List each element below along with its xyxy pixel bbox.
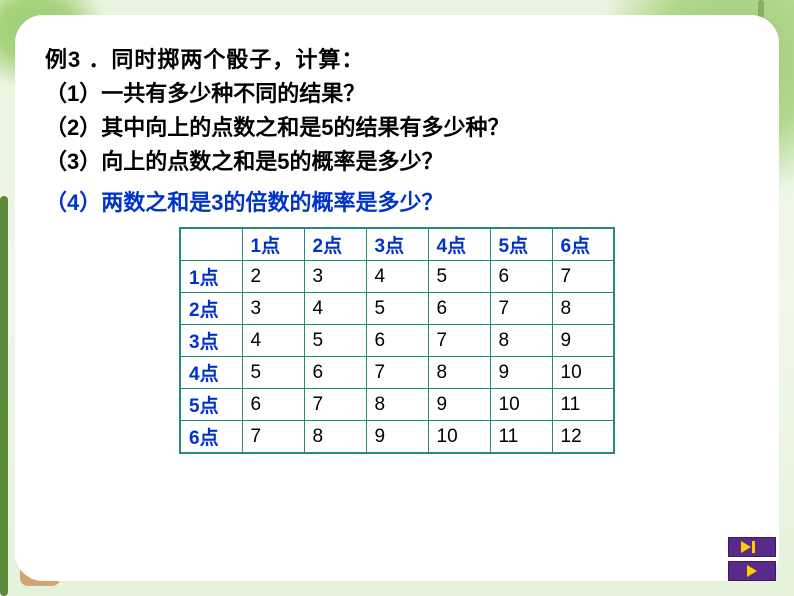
table-row-header: 2点 (180, 293, 242, 325)
table-cell: 5 (366, 293, 428, 325)
table-cell: 4 (242, 325, 304, 357)
table-row: 4点5678910 (180, 357, 614, 389)
arrow-next-icon (747, 565, 757, 577)
last-slide-button[interactable] (728, 537, 776, 557)
table-cell: 8 (490, 325, 552, 357)
table-row-header: 4点 (180, 357, 242, 389)
table-col-header: 3点 (366, 228, 428, 261)
table-cell: 6 (304, 357, 366, 389)
table-row: 5点67891011 (180, 389, 614, 421)
table-row: 3点456789 (180, 325, 614, 357)
example-title: 例3 ．同时掷两个骰子，计算： (45, 43, 749, 77)
table-cell: 6 (428, 293, 490, 325)
table-corner-cell (180, 228, 242, 261)
table-col-header: 1点 (242, 228, 304, 261)
table-col-header: 5点 (490, 228, 552, 261)
table-row-header: 5点 (180, 389, 242, 421)
table-cell: 2 (242, 261, 304, 293)
next-slide-button[interactable] (728, 561, 776, 581)
table-cell: 3 (242, 293, 304, 325)
table-cell: 5 (304, 325, 366, 357)
table-row: 2点345678 (180, 293, 614, 325)
table-cell: 3 (304, 261, 366, 293)
content-card: 例3 ．同时掷两个骰子，计算： （1）一共有多少种不同的结果？ （2）其中向上的… (15, 15, 779, 581)
vine-decoration-left (0, 196, 8, 596)
table-row: 1点234567 (180, 261, 614, 293)
table-cell: 9 (366, 421, 428, 454)
arrow-bar-icon (752, 541, 755, 553)
table-col-header: 4点 (428, 228, 490, 261)
table-cell: 12 (552, 421, 614, 454)
table-cell: 5 (242, 357, 304, 389)
dice-sum-table: 1点2点3点4点5点6点 1点2345672点3456783点4567894点5… (179, 227, 615, 454)
table-cell: 7 (428, 325, 490, 357)
table-cell: 9 (552, 325, 614, 357)
table-row-header: 3点 (180, 325, 242, 357)
table-cell: 8 (304, 421, 366, 454)
table-cell: 6 (490, 261, 552, 293)
table-cell: 11 (552, 389, 614, 421)
table-cell: 10 (490, 389, 552, 421)
table-cell: 4 (304, 293, 366, 325)
table-cell: 7 (490, 293, 552, 325)
table-cell: 5 (428, 261, 490, 293)
table-col-header: 2点 (304, 228, 366, 261)
question-3: （3）向上的点数之和是5的概率是多少？ (45, 145, 749, 179)
table-row-header: 6点 (180, 421, 242, 454)
table-row-header: 1点 (180, 261, 242, 293)
table-cell: 8 (552, 293, 614, 325)
nav-buttons (728, 537, 776, 581)
table-cell: 9 (428, 389, 490, 421)
table-cell: 7 (242, 421, 304, 454)
table-cell: 10 (428, 421, 490, 454)
question-block: 例3 ．同时掷两个骰子，计算： （1）一共有多少种不同的结果？ （2）其中向上的… (45, 43, 749, 217)
arrow-last-icon (741, 541, 751, 553)
table-cell: 6 (366, 325, 428, 357)
table-cell: 4 (366, 261, 428, 293)
table-cell: 7 (304, 389, 366, 421)
question-1: （1）一共有多少种不同的结果？ (45, 77, 749, 111)
table-row: 6点789101112 (180, 421, 614, 454)
table-cell: 11 (490, 421, 552, 454)
table-cell: 7 (552, 261, 614, 293)
table-cell: 7 (366, 357, 428, 389)
table-cell: 6 (242, 389, 304, 421)
table-header-row: 1点2点3点4点5点6点 (180, 228, 614, 261)
dice-sum-table-wrap: 1点2点3点4点5点6点 1点2345672点3456783点4567894点5… (45, 227, 749, 454)
table-col-header: 6点 (552, 228, 614, 261)
table-body: 1点2345672点3456783点4567894点56789105点67891… (180, 261, 614, 454)
question-2: （2）其中向上的点数之和是5的结果有多少种？ (45, 111, 749, 145)
table-cell: 10 (552, 357, 614, 389)
question-4: （4）两数之和是3的倍数的概率是多少？ (45, 185, 749, 217)
table-cell: 8 (366, 389, 428, 421)
table-cell: 9 (490, 357, 552, 389)
table-cell: 8 (428, 357, 490, 389)
